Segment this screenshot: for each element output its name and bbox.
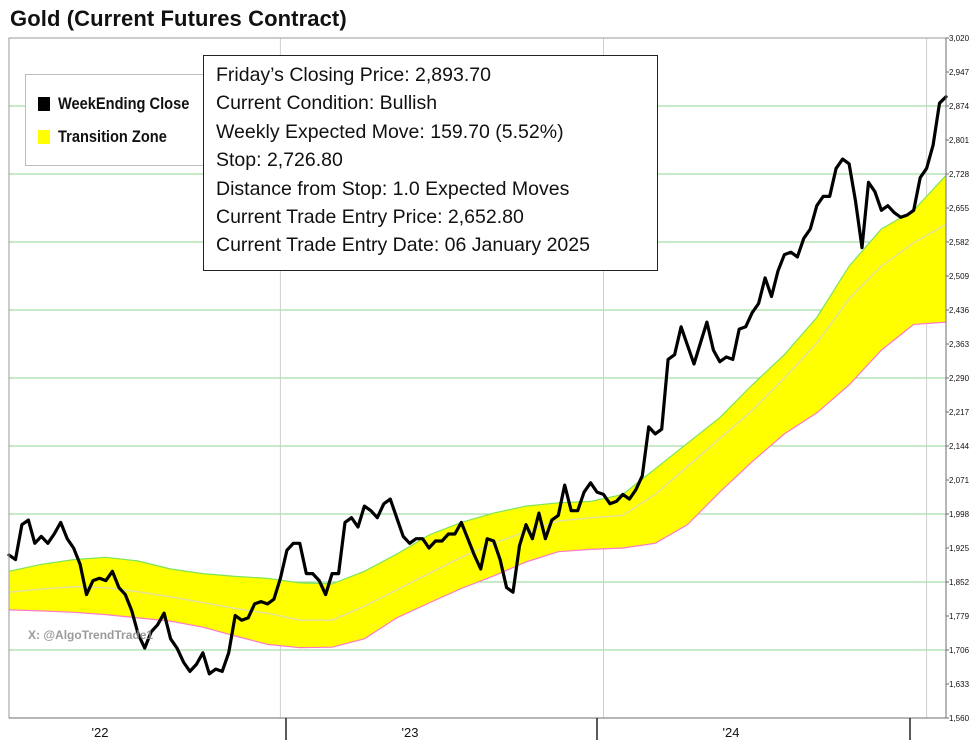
legend-item-close: WeekEnding Close	[38, 92, 211, 116]
transition-zone-band	[9, 175, 946, 648]
y-tick-label: 1,706	[949, 646, 970, 655]
close-line-layer	[7, 95, 948, 676]
y-tick-label: 2,290	[949, 374, 970, 383]
y-tick-label: 2,728	[949, 170, 970, 179]
legend-swatch-zone	[38, 130, 50, 144]
y-tick-label: 2,363	[949, 340, 970, 349]
legend-label-close: WeekEnding Close	[58, 94, 190, 113]
y-tick-label: 2,071	[949, 476, 970, 485]
y-tick-label: 1,925	[949, 544, 970, 553]
info-stop: Stop: 2,726.80	[216, 149, 343, 172]
info-distance-from-stop: Distance from Stop: 1.0 Expected Moves	[216, 177, 570, 200]
info-entry-date: Current Trade Entry Date: 06 January 202…	[216, 234, 590, 257]
y-tick-label: 2,801	[949, 136, 970, 145]
watermark-text: X: @AlgoTrendTrade1	[28, 628, 154, 642]
y-tick-label: 2,509	[949, 272, 970, 281]
axis-layer: 1,560 1,633 1,706 1,779 1,852 1,925 1,998 2,071…	[92, 34, 970, 740]
y-tick-label: 1,998	[949, 510, 970, 519]
transition-zone-layer	[8, 174, 947, 649]
y-tick-label: 2,655	[949, 204, 970, 213]
y-tick-label: 1,852	[949, 578, 970, 587]
info-closing-price: Friday’s Closing Price: 2,893.70	[216, 64, 491, 86]
legend: WeekEnding Close Transition Zone	[25, 74, 205, 166]
legend-item-zone: Transition Zone	[38, 125, 185, 149]
x-tick-label: '24	[723, 725, 740, 740]
x-tick-label: '23	[402, 725, 419, 740]
y-tick-label: 2,217	[949, 408, 970, 417]
legend-swatch-close	[38, 97, 50, 111]
y-tick-label: 3,020	[949, 34, 970, 43]
y-tick-label: 1,633	[949, 680, 970, 689]
y-tick-label: 2,874	[949, 102, 970, 111]
y-tick-label: 2,582	[949, 238, 970, 247]
y-tick-label: 2,144	[949, 442, 970, 451]
info-expected-move: Weekly Expected Move: 159.70 (5.52%)	[216, 120, 564, 143]
info-box: Friday’s Closing Price: 2,893.70 Current…	[203, 55, 658, 271]
y-tick-label: 2,436	[949, 306, 970, 315]
weekending-close-line	[7, 95, 948, 676]
transition-zone-midline	[8, 223, 947, 621]
info-current-condition: Current Condition: Bullish	[216, 92, 438, 115]
info-entry-price: Current Trade Entry Price: 2,652.80	[216, 206, 524, 229]
chart-title: Gold (Current Futures Contract)	[10, 6, 347, 31]
y-tick-label: 2,947	[949, 68, 970, 77]
y-tick-label: 1,560	[949, 714, 970, 723]
legend-label-zone: Transition Zone	[58, 127, 167, 146]
transition-zone-upper-edge	[8, 174, 947, 585]
y-tick-label: 1,779	[949, 612, 970, 621]
x-tick-label: '22	[92, 725, 109, 740]
